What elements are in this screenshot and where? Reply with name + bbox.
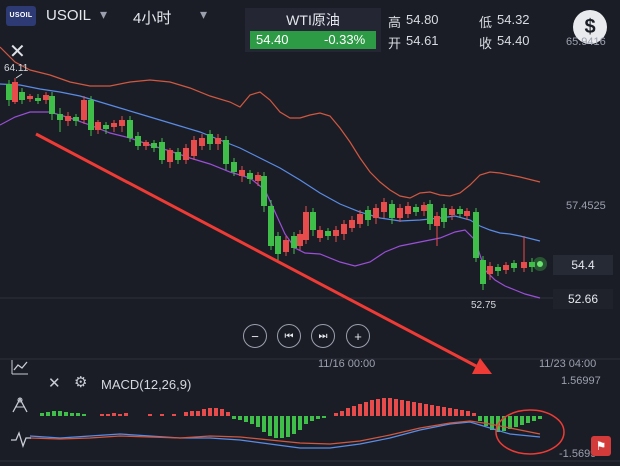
low-price-tag: 52.66: [553, 289, 613, 309]
zoom-out-button[interactable]: −: [243, 324, 267, 348]
low-value: 54.32: [497, 12, 530, 27]
alert-icon[interactable]: ⚑: [591, 436, 611, 456]
high-label: 高: [388, 15, 402, 30]
current-price-tag: 54.4: [553, 255, 613, 275]
wave-icon[interactable]: [10, 430, 32, 453]
time-tick-2: 11/23 04:00: [539, 358, 597, 370]
price-tick-top: 65.9416: [566, 36, 606, 48]
zoom-in-button[interactable]: +: [346, 324, 370, 348]
indicator-close-icon[interactable]: ✕: [48, 375, 61, 392]
low-annotation: 52.75: [471, 300, 497, 311]
instrument-name: WTI原油: [286, 12, 340, 28]
compass-icon[interactable]: [10, 396, 30, 419]
high-annotation: 64.11: [4, 63, 29, 74]
macd-line: [29, 421, 541, 449]
signal-line: [29, 420, 541, 445]
quote-box: WTI原油 54.40 -0.33%: [245, 8, 381, 52]
change-percent: -0.33%: [324, 32, 366, 47]
macd-histogram: [40, 398, 542, 438]
bollinger-upper-line: [0, 46, 541, 199]
candlesticks: [6, 78, 547, 290]
line-chart-icon[interactable]: [10, 358, 30, 381]
highlight-circle: [495, 409, 565, 455]
time-tick-1: 11/16 00:00: [318, 358, 376, 370]
close-value: 54.40: [497, 33, 530, 48]
indicator-name[interactable]: MACD(12,26,9): [101, 377, 192, 392]
timeframe-selector[interactable]: 4小时: [133, 10, 172, 27]
symbol-logo: USOIL: [6, 6, 36, 26]
top-bar: USOIL USOIL ▾ 4小时 ▾: [0, 0, 620, 34]
price-change-badge: 54.40 -0.33%: [250, 31, 376, 49]
settings-icon[interactable]: ⚙: [74, 374, 88, 391]
close-label: 收: [479, 36, 493, 51]
close-icon[interactable]: ✕: [9, 41, 26, 63]
low-label: 低: [479, 15, 493, 30]
prev-button[interactable]: ⏮: [277, 324, 301, 348]
symbol-dropdown-icon[interactable]: ▾: [100, 6, 108, 22]
macd-tick-top: 1.56997: [561, 375, 601, 387]
last-price: 54.40: [256, 32, 289, 47]
next-button[interactable]: ⏭: [311, 324, 335, 348]
price-tick-mid: 57.4525: [566, 200, 606, 212]
macd-tick-bottom: -1.5699: [559, 448, 597, 460]
symbol-selector[interactable]: USOIL: [46, 7, 92, 24]
open-label: 开: [388, 36, 402, 51]
bollinger-lower-line: [0, 111, 541, 299]
currency-icon[interactable]: $: [573, 10, 607, 44]
timeframe-dropdown-icon[interactable]: ▾: [200, 6, 208, 22]
high-value: 54.80: [406, 12, 439, 27]
open-value: 54.61: [406, 33, 439, 48]
ohlc-panel: 高 54.80 低 54.32 开 54.61 收 54.40: [388, 12, 568, 52]
trend-arrow: [35, 132, 492, 374]
bollinger-mid-line: [0, 83, 541, 242]
